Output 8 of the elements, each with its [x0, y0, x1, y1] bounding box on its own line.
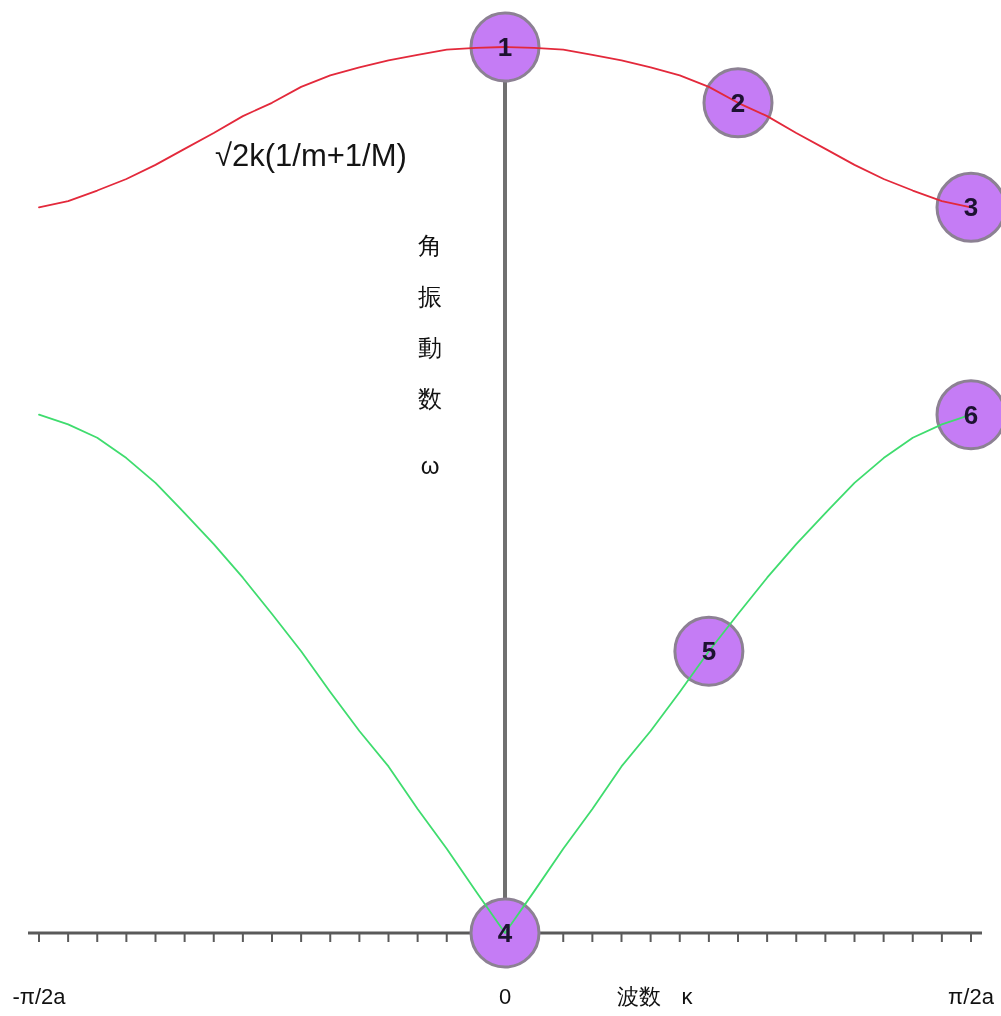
- annotation: 6: [963, 399, 979, 430]
- x-tick-label: π/2a: [948, 984, 995, 1009]
- x-tick-label: 0: [498, 984, 512, 1009]
- annotation: 3: [963, 192, 979, 223]
- x-axis-title: 波数 κ: [617, 984, 694, 1009]
- annotation: √2k(1/m+1/M): [215, 138, 407, 173]
- x-tick-label: -π/2a: [12, 984, 67, 1009]
- text: 角振動数 ω: [418, 232, 442, 479]
